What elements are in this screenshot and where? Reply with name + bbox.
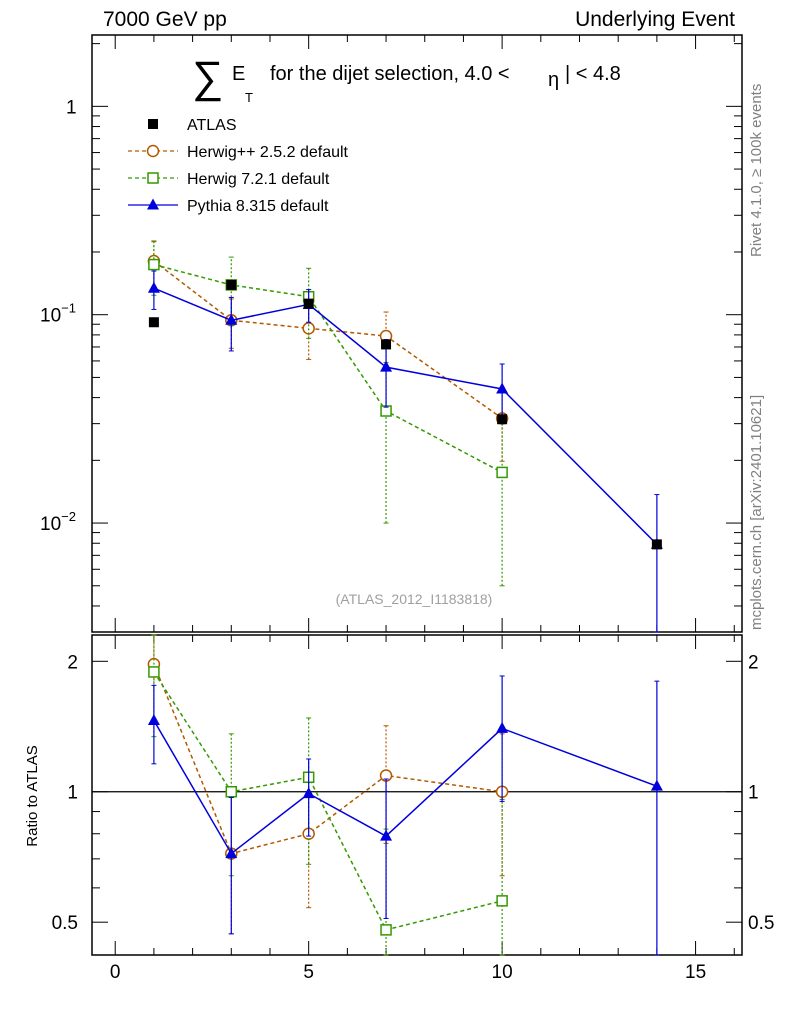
- series-3: [147, 270, 663, 633]
- ratio-point: [496, 721, 509, 733]
- ratio-point: [650, 779, 663, 791]
- data-point: [380, 360, 393, 372]
- x-tick-label: 5: [303, 962, 314, 983]
- legend-marker: [146, 144, 160, 158]
- data-point: [496, 466, 508, 479]
- legend-marker: [147, 172, 159, 184]
- series-line: [153, 260, 503, 419]
- legend-marker: [148, 119, 158, 129]
- title-sum-symbol: ∑: [192, 53, 223, 102]
- x-tick-label: 15: [685, 962, 706, 983]
- title-text: for the dijet selection, 4.0 <: [270, 63, 510, 85]
- ratio-panel: 0 5 10 15 0.5 0.5 1 1 2 2: [52, 634, 774, 983]
- data-point: [303, 298, 314, 309]
- x-tick-label: 10: [492, 962, 513, 983]
- ratio-point: [225, 785, 238, 798]
- ratio-point: [496, 895, 508, 907]
- header-right: Underlying Event: [575, 8, 735, 31]
- legend-entry: ATLAS: [148, 117, 237, 134]
- ratio-line: [153, 663, 503, 855]
- y-tick-label: 10−1: [40, 301, 76, 327]
- ratio-point: [225, 847, 238, 859]
- y-tick-label: 1: [66, 97, 77, 118]
- ratio-point: [147, 714, 160, 726]
- ratio-point: [302, 787, 315, 799]
- ratio-series-2: [148, 634, 508, 956]
- ratio-frame: [91, 634, 743, 956]
- data-point: [651, 539, 662, 550]
- ratio-ylabel: Ratio to ATLAS: [24, 745, 41, 846]
- data-point: [497, 414, 508, 425]
- y-tick-label-right: 2: [748, 652, 759, 673]
- y-tick-label-right: 1: [748, 783, 759, 804]
- legend-entry: Herwig++ 2.5.2 default: [128, 144, 349, 161]
- legend-marker: [147, 198, 159, 210]
- ratio-series-1: [147, 634, 509, 935]
- series-line: [153, 287, 658, 545]
- title-tail: | < 4.8: [565, 63, 621, 85]
- ratio-point: [380, 829, 393, 841]
- header-left: 7000 GeV pp: [103, 8, 227, 31]
- legend-label: Pythia 8.315 default: [187, 198, 329, 215]
- title-e: E: [232, 63, 245, 85]
- data-point: [226, 279, 237, 290]
- ratio-line: [153, 671, 503, 931]
- y-tick-label: 10−2: [40, 509, 76, 535]
- data-point: [147, 281, 160, 293]
- ratio-point: [148, 666, 160, 678]
- series-1: [147, 240, 509, 462]
- series-0: [148, 279, 662, 550]
- ratio-point: [380, 924, 392, 936]
- data-point: [381, 339, 392, 350]
- title-eta: η: [548, 69, 559, 91]
- ratio-series-3: [147, 675, 663, 956]
- legend-label: ATLAS: [187, 117, 237, 134]
- legend-label: Herwig 7.2.1 default: [187, 171, 330, 188]
- series-line: [153, 263, 503, 474]
- data-point: [496, 382, 509, 394]
- data-point: [225, 313, 238, 325]
- legend: ATLAS Herwig++ 2.5.2 default Herwig 7.2.1 …: [128, 117, 349, 215]
- legend-label: Herwig++ 2.5.2 default: [187, 144, 349, 161]
- data-point: [148, 258, 160, 271]
- y-tick-label-right: 0.5: [748, 913, 774, 934]
- analysis-id: (ATLAS_2012_I1183818): [336, 591, 493, 607]
- title-subscript: T: [245, 90, 253, 105]
- y-tick-label-left: 1: [67, 783, 78, 804]
- legend-entry: Pythia 8.315 default: [128, 198, 329, 215]
- top-panel: 1 10−1 10−2: [40, 34, 743, 955]
- series-2: [148, 241, 508, 587]
- data-point: [148, 317, 159, 328]
- x-tick-label: 0: [110, 962, 121, 983]
- ratio-line: [153, 720, 658, 855]
- top-frame: [91, 34, 743, 633]
- y-tick-label-left: 2: [67, 652, 78, 673]
- y-tick-label-left: 0.5: [52, 913, 78, 934]
- legend-entry: Herwig 7.2.1 default: [128, 171, 330, 188]
